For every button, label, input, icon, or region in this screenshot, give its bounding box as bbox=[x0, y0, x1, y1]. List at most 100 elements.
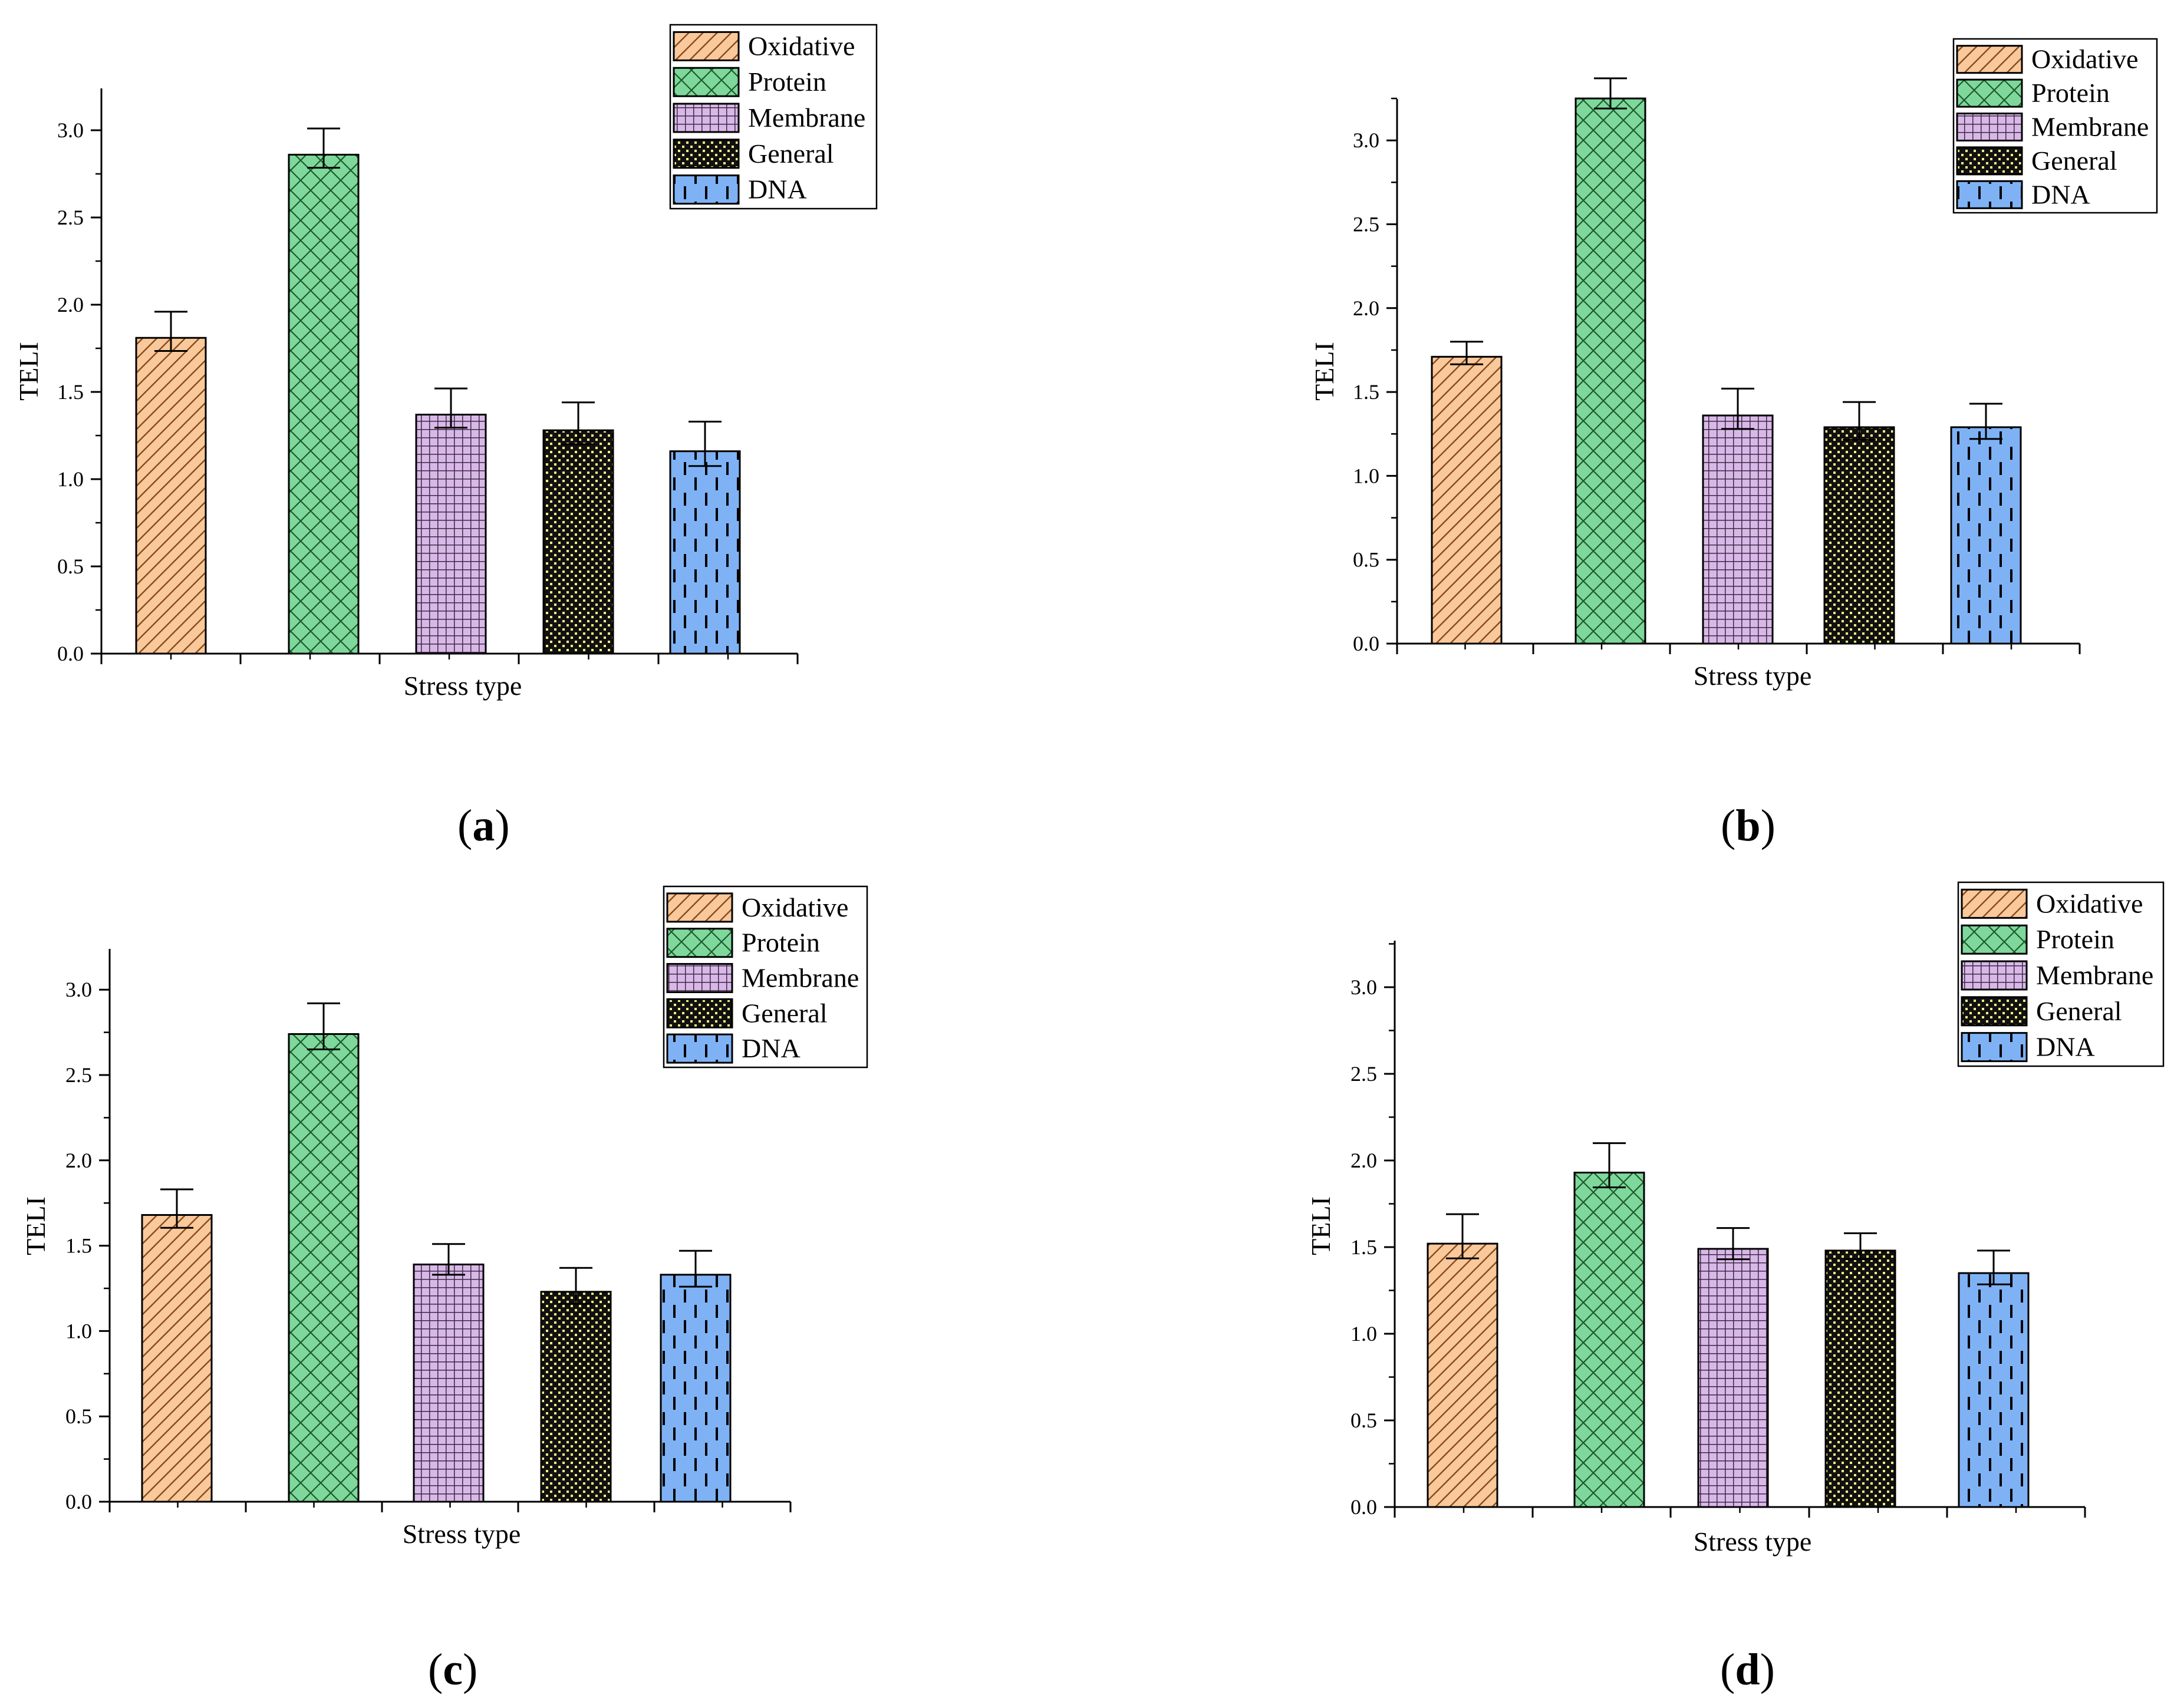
y-tick-label: 3.0 bbox=[65, 978, 92, 1001]
y-tick-label: 0.5 bbox=[1350, 1409, 1377, 1432]
error-bar-dna bbox=[1969, 403, 2002, 440]
panel-label: (d) bbox=[1720, 1645, 1775, 1694]
legend-swatch-protein bbox=[673, 67, 740, 97]
error-bar-general bbox=[1843, 401, 1876, 441]
legend-label-dna: DNA bbox=[748, 174, 807, 205]
panel-label: (a) bbox=[457, 801, 510, 850]
error-bar-dna bbox=[1977, 1249, 2010, 1285]
y-tick-label: 0.5 bbox=[1353, 548, 1379, 572]
legend-swatch-protein bbox=[1961, 924, 2028, 955]
legend-label-dna: DNA bbox=[2036, 1032, 2095, 1062]
y-tick-label: 0.5 bbox=[57, 555, 84, 578]
legend-swatch-dna bbox=[666, 1033, 733, 1064]
legend-label-general: General bbox=[742, 998, 828, 1028]
bar-dna bbox=[1958, 1272, 2030, 1508]
bar-membrane bbox=[413, 1263, 485, 1503]
legend-swatch-general bbox=[1961, 996, 2028, 1027]
y-tick-label: 0.0 bbox=[65, 1490, 92, 1514]
bar-protein bbox=[288, 1033, 360, 1503]
legend-label-membrane: Membrane bbox=[742, 963, 859, 993]
bar-dna bbox=[660, 1274, 732, 1503]
legend-swatch-dna bbox=[1961, 1032, 2028, 1063]
legend-swatch-general bbox=[673, 139, 740, 169]
error-bar-protein bbox=[307, 127, 340, 169]
error-bar-membrane bbox=[434, 387, 467, 429]
legend: Oxidative Protein Membrane General DNA bbox=[669, 24, 878, 210]
y-tick-label: 2.0 bbox=[1350, 1149, 1377, 1172]
legend-label-dna: DNA bbox=[2031, 179, 2090, 209]
x-axis-title: Stress type bbox=[1694, 661, 1812, 691]
legend-label-oxidative: Oxidative bbox=[2031, 44, 2138, 74]
x-axis-title: Stress type bbox=[1694, 1526, 1812, 1557]
error-bar-general bbox=[562, 401, 595, 446]
y-tick-label: 3.0 bbox=[57, 118, 84, 142]
legend-label-dna: DNA bbox=[742, 1033, 801, 1063]
panel-b: 0.0 0.5 1.0 1.5 2.0 2.5 3.0 TELI Stress type Oxid… bbox=[1309, 38, 2158, 850]
bar-protein bbox=[1573, 1172, 1645, 1508]
legend: Oxidative Protein Membrane General DNA bbox=[1957, 881, 2165, 1067]
legend-swatch-general bbox=[1956, 146, 2023, 176]
bar-oxidative bbox=[135, 337, 207, 655]
legend-swatch-protein bbox=[1956, 78, 2023, 108]
error-bar-protein bbox=[1593, 1142, 1626, 1189]
bar-membrane bbox=[1702, 414, 1774, 645]
y-axis-title: TELI bbox=[1306, 1196, 1336, 1255]
legend: Oxidative Protein Membrane General DNA bbox=[663, 885, 868, 1069]
error-bar-oxidative bbox=[160, 1188, 193, 1229]
error-bar-oxidative bbox=[154, 311, 187, 352]
bar-protein bbox=[288, 153, 360, 655]
error-bar-membrane bbox=[1721, 387, 1754, 430]
y-tick-label: 1.0 bbox=[65, 1319, 92, 1343]
y-tick-label: 1.5 bbox=[1350, 1235, 1377, 1259]
bar-membrane bbox=[1697, 1248, 1769, 1508]
error-bar-general bbox=[1844, 1232, 1877, 1261]
bar-dna bbox=[1950, 426, 2022, 645]
error-bar-oxidative bbox=[1446, 1213, 1479, 1259]
panel-label: (b) bbox=[1721, 801, 1776, 850]
x-axis-title: Stress type bbox=[404, 671, 522, 701]
y-axis-title: TELI bbox=[14, 342, 44, 401]
y-tick-label: 2.5 bbox=[57, 206, 84, 229]
bar-general bbox=[1823, 426, 1895, 645]
y-tick-label: 1.5 bbox=[65, 1234, 92, 1258]
y-tick-label: 2.5 bbox=[1350, 1062, 1377, 1086]
y-tick-label: 2.0 bbox=[65, 1149, 92, 1172]
panel-a: 0.0 0.5 1.0 1.5 2.0 2.5 3.0 TELI Stress type Oxid… bbox=[14, 24, 878, 850]
bar-general bbox=[1824, 1249, 1896, 1508]
legend-swatch-general bbox=[666, 998, 733, 1028]
legend-swatch-oxidative bbox=[1961, 888, 2028, 919]
legend-swatch-dna bbox=[673, 174, 740, 205]
y-tick-label: 1.0 bbox=[1350, 1322, 1377, 1346]
legend-swatch-oxidative bbox=[666, 892, 733, 923]
error-bar-oxidative bbox=[1450, 341, 1483, 365]
y-axis-title: TELI bbox=[21, 1196, 51, 1255]
y-tick-label: 1.0 bbox=[57, 467, 84, 491]
legend-label-oxidative: Oxidative bbox=[742, 892, 848, 922]
legend-swatch-membrane bbox=[673, 103, 740, 133]
y-tick-label: 0.0 bbox=[57, 642, 84, 665]
x-axis-title: Stress type bbox=[403, 1519, 521, 1549]
legend-swatch-oxidative bbox=[673, 31, 740, 61]
legend-label-membrane: Membrane bbox=[2036, 960, 2153, 990]
y-tick-label: 3.0 bbox=[1353, 128, 1379, 152]
y-tick-label: 2.0 bbox=[1353, 296, 1379, 320]
legend-swatch-membrane bbox=[1956, 113, 2023, 141]
legend-label-membrane: Membrane bbox=[2031, 112, 2149, 142]
bar-oxidative bbox=[1431, 355, 1503, 645]
panel-c: 0.0 0.5 1.0 1.5 2.0 2.5 3.0 TELI Stress type Oxid… bbox=[21, 885, 868, 1694]
y-tick-label: 0.5 bbox=[65, 1404, 92, 1428]
bar-oxidative bbox=[141, 1214, 213, 1503]
legend-swatch-oxidative bbox=[1956, 45, 2023, 74]
legend-swatch-protein bbox=[666, 928, 733, 958]
legend-label-oxidative: Oxidative bbox=[2036, 888, 2143, 918]
legend-swatch-dna bbox=[1956, 180, 2023, 209]
panel-label: (c) bbox=[428, 1645, 477, 1694]
legend-swatch-membrane bbox=[1961, 960, 2028, 991]
error-bar-membrane bbox=[1717, 1227, 1750, 1261]
y-tick-label: 0.0 bbox=[1353, 632, 1379, 655]
y-tick-label: 1.5 bbox=[1353, 380, 1379, 404]
bar-general bbox=[542, 429, 614, 655]
y-tick-label: 3.0 bbox=[1350, 975, 1377, 999]
legend-swatch-membrane bbox=[666, 963, 733, 993]
